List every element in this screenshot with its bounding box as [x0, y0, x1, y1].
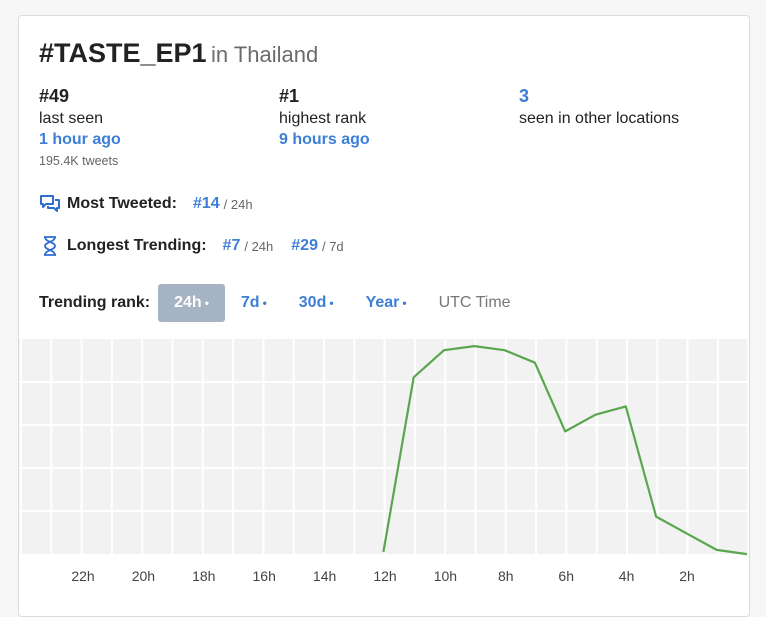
- last-seen-label: last seen: [39, 110, 104, 127]
- x-tick-label: 20h: [132, 568, 155, 584]
- hourglass-icon: [44, 236, 56, 256]
- stat-last-seen: #49 last seen 1 hour ago 195.4K tweets: [39, 86, 121, 168]
- tab-year-label: Year: [365, 294, 400, 311]
- x-tick-label: 8h: [498, 568, 514, 584]
- longest-trending-label: Longest Trending:: [67, 237, 207, 254]
- tab-7d-label: 7d: [240, 294, 260, 311]
- tab-7d[interactable]: 7d •: [240, 294, 267, 311]
- trend-card: #TASTE_EP1 in Thailand #49 last seen 1 h…: [18, 15, 750, 617]
- chart-x-axis: 22h 20h 18h 16h 14h 12h 10h 8h 6h 4h 2h: [71, 568, 694, 584]
- most-tweeted-rank-link[interactable]: #14: [192, 195, 220, 212]
- longest-trending-rank-7d-link[interactable]: #29: [291, 237, 318, 254]
- longest-trending-row: Longest Trending: #7 / 24h #29 / 7d: [39, 236, 344, 256]
- x-tick-label: 10h: [434, 568, 457, 584]
- x-tick-label: 6h: [558, 568, 574, 584]
- longest-trending-period-24h: / 24h: [244, 238, 274, 254]
- x-tick-label: 12h: [373, 568, 396, 584]
- tweet-count: 195.4K tweets: [39, 154, 119, 168]
- tab-24h-label: 24h: [174, 294, 202, 311]
- most-tweeted-row: Most Tweeted: #14 / 24h: [39, 194, 253, 214]
- most-tweeted-label: Most Tweeted:: [67, 195, 177, 212]
- trending-rank-label: Trending rank:: [39, 294, 151, 311]
- highest-rank-value: #1: [279, 86, 300, 106]
- location-label: in Thailand: [211, 42, 319, 67]
- trending-rank-tabs: Trending rank: 24h • 7d • 30d • Year • UTC T…: [39, 284, 527, 322]
- x-tick-label: 14h: [313, 568, 336, 584]
- x-tick-label: 22h: [71, 568, 94, 584]
- stat-other-locations: 3 seen in other locations: [519, 86, 679, 128]
- most-tweeted-period: / 24h: [223, 196, 253, 212]
- trending-rank-chart: 22h 20h 18h 16h 14h 12h 10h 8h 6h 4h 2h: [19, 339, 749, 584]
- x-tick-label: 16h: [253, 568, 276, 584]
- tab-30d-label: 30d: [298, 294, 327, 311]
- chat-bubbles-icon: [40, 195, 60, 212]
- tab-30d[interactable]: 30d •: [298, 294, 334, 311]
- chart-gridlines: [19, 339, 749, 554]
- stat-highest-rank: #1 highest rank 9 hours ago: [279, 86, 370, 149]
- other-locations-label: seen in other locations: [519, 110, 680, 127]
- highest-rank-time-link[interactable]: 9 hours ago: [279, 131, 370, 148]
- tab-24h[interactable]: 24h •: [158, 284, 225, 322]
- utc-time-toggle[interactable]: UTC Time: [438, 294, 511, 311]
- longest-trending-rank-24h-link[interactable]: #7: [222, 237, 241, 254]
- last-seen-rank: #49: [39, 86, 70, 106]
- page-title: #TASTE_EP1 in Thailand: [39, 38, 318, 69]
- rank-line: [382, 345, 748, 556]
- other-locations-count-link[interactable]: 3: [519, 86, 530, 106]
- x-tick-label: 18h: [192, 568, 215, 584]
- x-tick-label: 4h: [619, 568, 635, 584]
- tab-year[interactable]: Year •: [365, 294, 407, 311]
- hashtag-title: #TASTE_EP1: [39, 38, 207, 68]
- x-tick-label: 2h: [679, 568, 695, 584]
- highest-rank-label: highest rank: [279, 110, 367, 127]
- longest-trending-period-7d: / 7d: [321, 238, 344, 254]
- last-seen-time-link[interactable]: 1 hour ago: [39, 131, 121, 148]
